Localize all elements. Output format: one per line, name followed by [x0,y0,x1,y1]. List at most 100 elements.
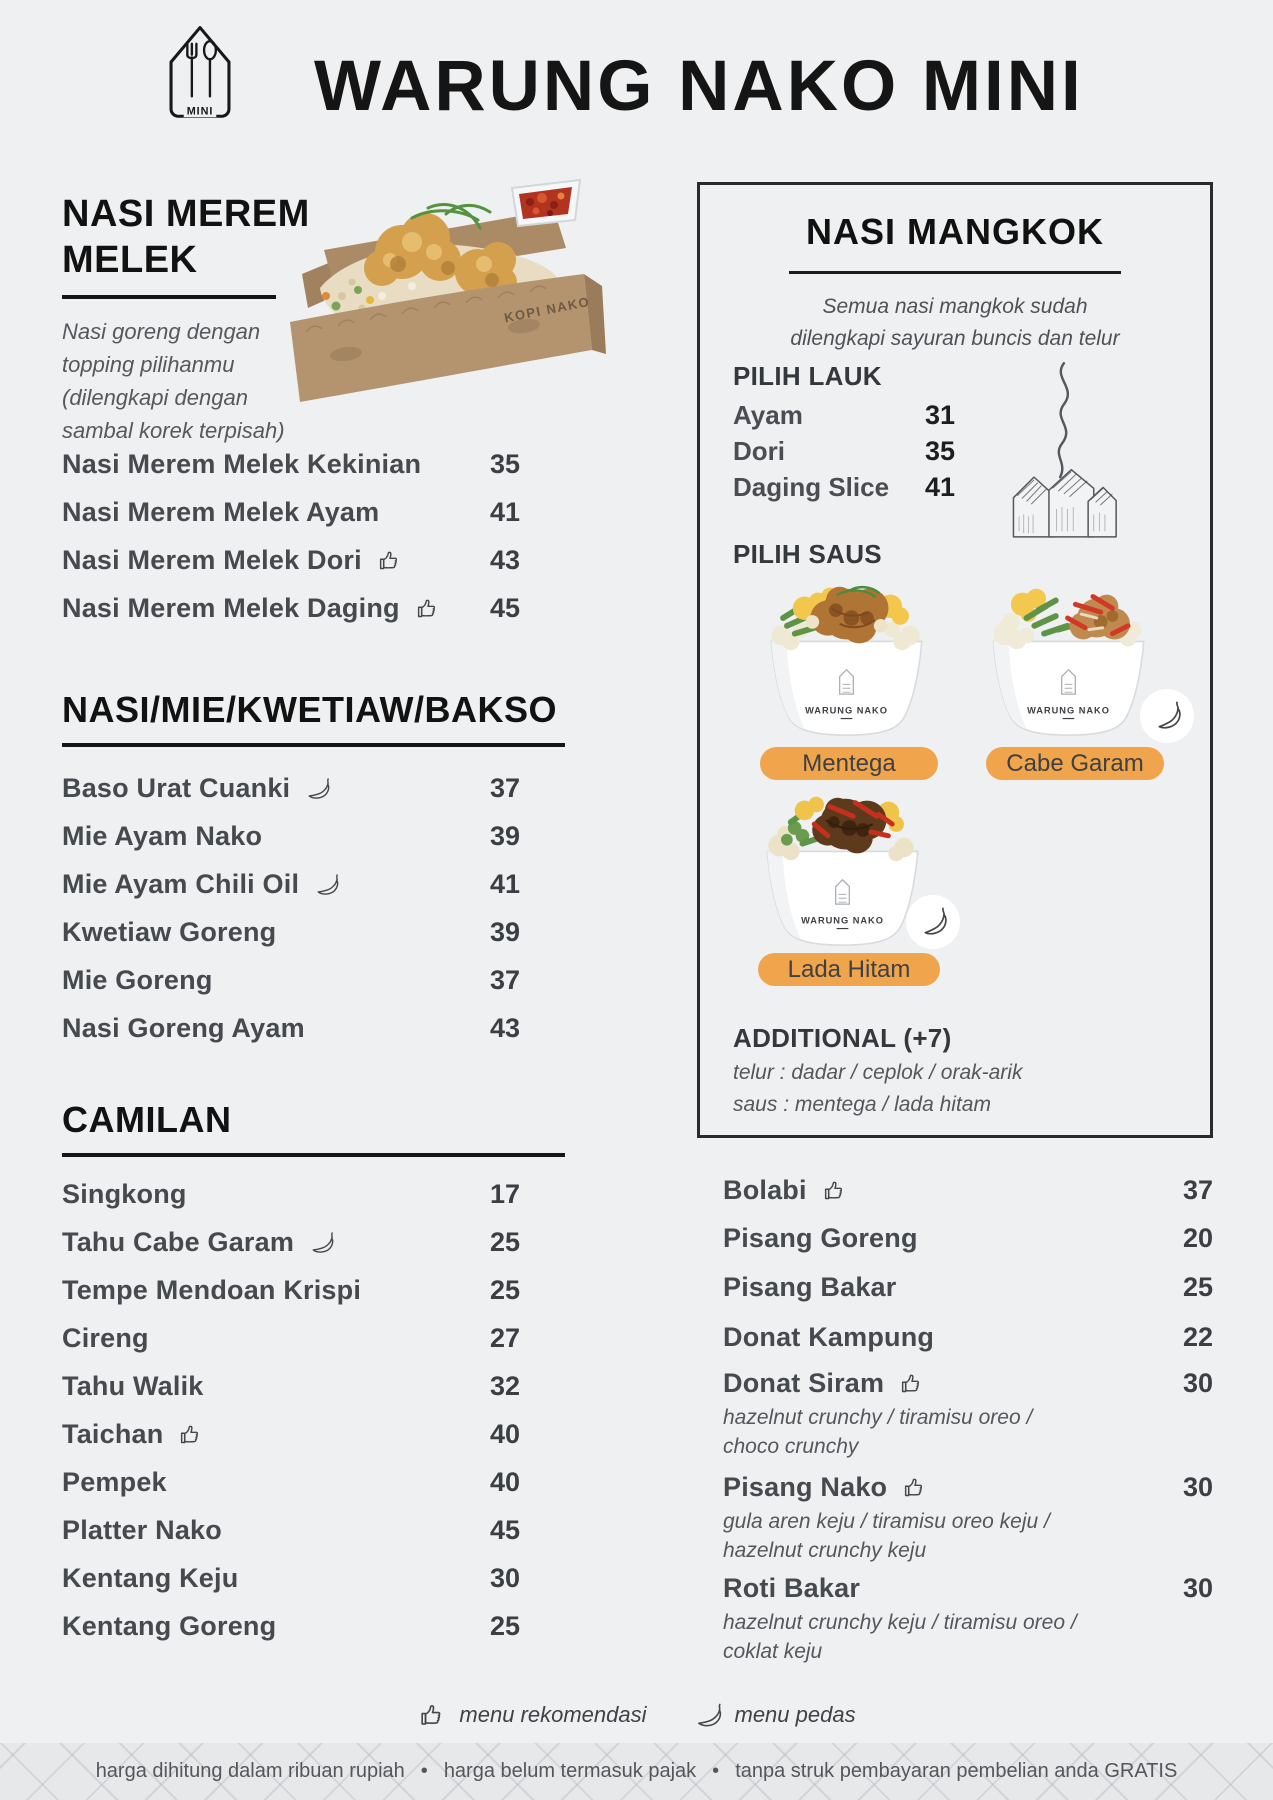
pilih-saus-title: PILIH SAUS [733,539,882,569]
menu-item-row: Cireng 27 [62,1314,520,1362]
menu-item-name: Platter Nako [62,1514,222,1545]
section-rule [62,1153,565,1158]
menu-item-row: Pempek 40 [62,1458,520,1506]
legend-spicy: menu pedas [693,1700,856,1730]
menu-item-price: 30 [1182,1367,1213,1398]
saus-option-lada-hitam: Lada Hitam [758,953,940,986]
menu-item-row: Tahu Walik 32 [62,1362,520,1410]
menu-item-name: Nasi Merem Melek Daging [62,593,441,624]
menu-item-row: Taichan 40 [62,1410,520,1458]
menu-item-row: Mie Goreng 37 [62,956,520,1004]
section-title: NASI/MIE/KWETIAW/BAKSO [62,689,557,730]
menu-item-name: Mie Ayam Chili Oil [62,869,340,900]
additional-line: saus : mentega / lada hitam [733,1093,991,1116]
thumbs-up-icon [898,1370,925,1397]
menu-item-name: Donat Siram [723,1368,925,1399]
nasi-mangkok-box: NASI MANGKOK Semua nasi mangkok sudah di… [697,182,1213,1138]
menu-item-price: 30 [1182,1471,1213,1502]
menu-item-name: Kentang Goreng [62,1610,277,1641]
menu-item: Bolabi 37 [723,1170,1213,1210]
menu-item-price: 25 [489,1274,520,1305]
bowl-photo-lada-hitam: WARUNG NAKO [766,796,919,946]
menu-item-row: Tempe Mendoan Krispi 25 [62,1266,520,1314]
menu-item-name: Pisang Nako [723,1472,928,1503]
menu-item-variants: gula aren keju / tiramisu oreo keju / ha… [723,1510,1050,1562]
menu-item-row: Kentang Keju 30 [62,1554,520,1602]
food-tray-photo: KOPI NAKO [290,178,606,402]
footer-note: harga dihitung dalam ribuan rupiah [95,1760,405,1782]
thumbs-up-icon [177,1421,204,1448]
menu-item-name: Pisang Goreng [723,1222,918,1253]
lauk-row: Ayam 31 [733,399,955,430]
menu-item-name: Baso Urat Cuanki [62,773,331,804]
bullet-separator: • [420,1760,428,1782]
menu-item-price: 41 [489,868,520,899]
chili-icon [1148,697,1186,735]
menu-item-row: Nasi Merem Melek Dori 43 [62,536,520,584]
section-nasi-mie-kwetiaw-bakso: NASI/MIE/KWETIAW/BAKSO [62,688,565,748]
menu-item-price: 43 [489,544,520,575]
nasi-merem-melek-items: Nasi Merem Melek Kekinian 35 Nasi Merem … [62,440,520,632]
menu-item-name: Tempe Mendoan Krispi [62,1274,362,1305]
menu-item-row: Nasi Goreng Ayam 43 [62,1004,520,1052]
bowl-photo-cabe-garam: WARUNG NAKO [992,588,1145,736]
bowl-brand-text: WARUNG NAKO [801,916,884,926]
saus-option-cabe-garam: Cabe Garam [986,747,1164,780]
menu-item-price: 22 [1182,1321,1213,1352]
legend-recommended: menu rekomendasi [417,1700,647,1730]
menu-item-price: 39 [489,820,520,851]
scallion-garnish [410,203,492,230]
footer-note: tanpa struk pembayaran pembelian anda GR… [735,1760,1178,1782]
additional-line: telur : dadar / ceplok / orak-arik [733,1061,1023,1084]
box-subtitle: Semua nasi mangkok sudah dilengkapi sayu… [790,295,1120,350]
menu-item-name: Mie Goreng [62,964,213,995]
box-title-rule [789,271,1121,274]
menu-item-row: Mie Ayam Chili Oil 41 [62,860,520,908]
bowl-brand-text: WARUNG NAKO [805,706,888,716]
menu-item-price: 40 [489,1466,520,1497]
logo-label: MINI [187,105,214,117]
spicy-badge [906,895,960,949]
lauk-row: Dori 35 [733,435,955,466]
legend-label: menu rekomendasi [459,1702,647,1727]
saus-option-mentega: Mentega [760,747,938,780]
chili-icon [304,775,331,802]
menu-item-price: 39 [489,916,520,947]
chili-icon [313,871,340,898]
thumbs-up-icon [821,1177,848,1204]
menu-item-price: 37 [1182,1174,1213,1205]
menu-item-row: Baso Urat Cuanki 37 [62,764,520,812]
menu-item: Roti Bakar 30 hazelnut crunchy keju / ti… [723,1568,1213,1667]
menu-item-price: 43 [489,1012,520,1043]
camilan-items: Singkong 17 Tahu Cabe Garam 25 Tempe Men… [62,1170,520,1650]
nasi-mie-items: Baso Urat Cuanki 37 Mie Ayam Nako 39 Mie… [62,764,520,1052]
section-camilan: CAMILAN [62,1098,565,1158]
footer-notes-bar: harga dihitung dalam ribuan rupiah • harga… [0,1743,1273,1800]
thumbs-up-icon [417,1700,447,1730]
section-description: Nasi goreng dengan topping pilihanmu (di… [62,319,285,444]
page-title: WARUNG NAKO MINI [314,47,1084,126]
menu-item-variants: hazelnut crunchy keju / tiramisu oreo / … [723,1611,1077,1663]
menu-item-price: 25 [489,1610,520,1641]
menu-item: Donat Kampung 22 [723,1317,1213,1357]
menu-item-price: 20 [1182,1222,1213,1253]
menu-item-row: Mie Ayam Nako 39 [62,812,520,860]
pilih-lauk-title: PILIH LAUK [733,361,882,391]
menu-item: Pisang Goreng 20 [723,1218,1213,1258]
menu-item-row: Nasi Merem Melek Ayam 41 [62,488,520,536]
section-title: CAMILAN [62,1099,232,1140]
lauk-row: Daging Slice 41 [733,471,955,502]
menu-item: Donat Siram 30 hazelnut crunchy / tirami… [723,1363,1213,1462]
menu-item-row: Nasi Merem Melek Kekinian 35 [62,440,520,488]
menu-item-name: Pisang Bakar [723,1271,897,1302]
menu-item-name: Singkong [62,1178,187,1209]
legend-label: menu pedas [734,1702,856,1727]
menu-item-row: Nasi Merem Melek Daging 45 [62,584,520,632]
section-title: NASI MEREM MELEK [62,193,310,281]
menu-item-name: Mie Ayam Nako [62,820,263,851]
menu-item-row: Singkong 17 [62,1170,520,1218]
menu-item-name: Cireng [62,1322,149,1353]
chili-icon [693,1700,723,1730]
menu-item-price: 40 [489,1418,520,1449]
menu-item-name: Kentang Keju [62,1562,239,1593]
